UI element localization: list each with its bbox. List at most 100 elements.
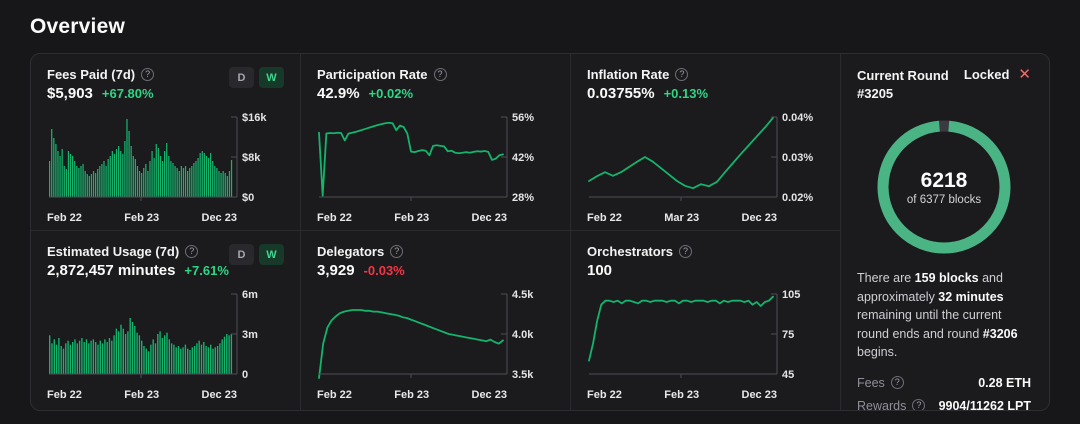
x-axis-label: Feb 23 [124,212,160,224]
rewards-label: Rewards [857,398,907,411]
chart-area: 6m 3m 0 Feb 22 Feb 23 Dec 23 [47,288,284,401]
card-title: Delegators [317,244,385,259]
x-axis-label: Feb 22 [587,389,622,401]
x-mark-icon: ✕ [1018,66,1031,83]
toggle-w[interactable]: W [259,244,284,265]
page-title: Overview [30,15,125,38]
toggle-w[interactable]: W [259,67,284,88]
x-axis-labels: Feb 22 Feb 23 Dec 23 [47,389,237,401]
locked-status: Locked ✕ [964,67,1031,82]
card-value: 100 [587,262,613,279]
change-badge: +0.02% [368,86,413,101]
help-icon[interactable]: ? [890,376,904,390]
svg-text:45: 45 [782,369,794,381]
card-title: Participation Rate [317,67,428,82]
svg-text:$8k: $8k [242,152,261,164]
help-icon[interactable]: ? [390,245,404,258]
svg-text:0: 0 [242,369,248,381]
card-title: Fees Paid (7d) [47,67,136,82]
fees-paid-chart: $16k $8k $0 [49,112,267,204]
x-axis-labels: Feb 22 Feb 23 Dec 23 [317,389,507,401]
fees-value: 0.28 ETH [978,375,1031,390]
card-header: Inflation Rate ? 0.03755% +0.13% [587,67,824,102]
card-value: 42.9% [317,85,360,102]
x-axis-label: Dec 23 [471,389,507,401]
svg-text:0.02%: 0.02% [782,192,813,204]
blocks-mined: 6218 [920,168,968,192]
chart-area: 105 75 45 Feb 22 Feb 23 Dec 23 [587,288,824,401]
orchestrators-chart: 105 75 45 [588,289,800,381]
delegators-chart: 4.5k 4.0k 3.5k [318,289,534,381]
card-inflation-rate: Inflation Rate ? 0.03755% +0.13% 0.04% 0.… [571,54,841,231]
help-icon[interactable]: ? [141,68,155,81]
card-participation-rate: Participation Rate ? 42.9% +0.02% 56% 42%… [301,54,571,231]
x-axis-label: Dec 23 [471,212,507,224]
chart-area: $16k $8k $0 Feb 22 Feb 23 Dec 23 [47,111,284,224]
x-axis-label: Dec 23 [741,212,777,224]
x-axis-label: Mar 23 [664,212,700,224]
x-axis-label: Feb 23 [124,389,160,401]
chart-area: 4.5k 4.0k 3.5k Feb 22 Feb 23 Dec 23 [317,288,554,401]
card-title: Orchestrators [587,244,673,259]
card-value: 2,872,457 minutes [47,262,176,279]
x-axis-label: Dec 23 [741,389,777,401]
locked-label: Locked [963,67,1010,82]
svg-text:$16k: $16k [242,112,267,124]
help-icon[interactable]: ? [678,245,692,258]
svg-text:4.0k: 4.0k [512,329,534,341]
svg-text:105: 105 [782,289,800,301]
rewards-stat-row: Rewards ? 9904/11262 LPT [857,398,1031,411]
card-header: Estimated Usage (7d) ? 2,872,457 minutes… [47,244,284,279]
card-current-round: Current Round #3205 Locked ✕ 6218 of 637… [841,54,1049,411]
change-badge: +7.61% [184,263,229,278]
round-number: #3205 [857,86,894,102]
x-axis-label: Feb 22 [47,212,82,224]
x-axis-labels: Feb 22 Feb 23 Dec 23 [47,212,237,224]
estimated-usage-chart: 6m 3m 0 [49,289,258,381]
card-value: $5,903 [47,85,93,102]
svg-text:3m: 3m [242,329,258,341]
round-description: There are 159 blocks and approximately 3… [857,271,1018,360]
card-header: Delegators ? 3,929 -0.03% [317,244,554,279]
svg-text:56%: 56% [512,112,534,124]
svg-text:6m: 6m [242,289,258,301]
round-title: Current Round [857,68,949,83]
blocks-total: of 6377 blocks [906,193,982,206]
change-badge: -0.03% [363,263,405,278]
help-icon[interactable]: ? [433,68,447,81]
x-axis-label: Feb 22 [47,389,82,401]
x-axis-label: Dec 23 [201,212,237,224]
x-axis-label: Feb 22 [587,212,622,224]
x-axis-label: Feb 22 [317,389,352,401]
card-value: 3,929 [317,262,355,279]
svg-text:0.03%: 0.03% [782,152,813,164]
card-header: Orchestrators ? 100 [587,244,824,279]
x-axis-label: Feb 23 [394,212,430,224]
help-icon[interactable]: ? [675,68,689,81]
donut-center: 6218 of 6377 blocks [872,115,1016,259]
change-badge: +0.13% [663,86,709,101]
card-estimated-usage: Estimated Usage (7d) ? 2,872,457 minutes… [31,231,301,410]
x-axis-label: Dec 23 [201,389,237,401]
toggle-d[interactable]: D [229,244,254,265]
chart-area: 0.04% 0.03% 0.02% Feb 22 Mar 23 Dec 23 [587,111,824,224]
svg-text:28%: 28% [512,192,534,204]
help-icon[interactable]: ? [912,399,926,410]
help-icon[interactable]: ? [185,245,199,258]
x-axis-labels: Feb 22 Mar 23 Dec 23 [587,212,777,224]
svg-text:$0: $0 [242,192,254,204]
svg-text:75: 75 [782,329,794,341]
x-axis-label: Feb 22 [317,212,352,224]
x-axis-labels: Feb 22 Feb 23 Dec 23 [317,212,507,224]
change-badge: +67.80% [101,86,154,101]
toggle-d[interactable]: D [229,67,254,88]
participation-rate-chart: 56% 42% 28% [318,112,534,204]
card-header: Participation Rate ? 42.9% +0.02% [317,67,554,102]
svg-text:3.5k: 3.5k [512,369,534,381]
x-axis-label: Feb 23 [394,389,430,401]
